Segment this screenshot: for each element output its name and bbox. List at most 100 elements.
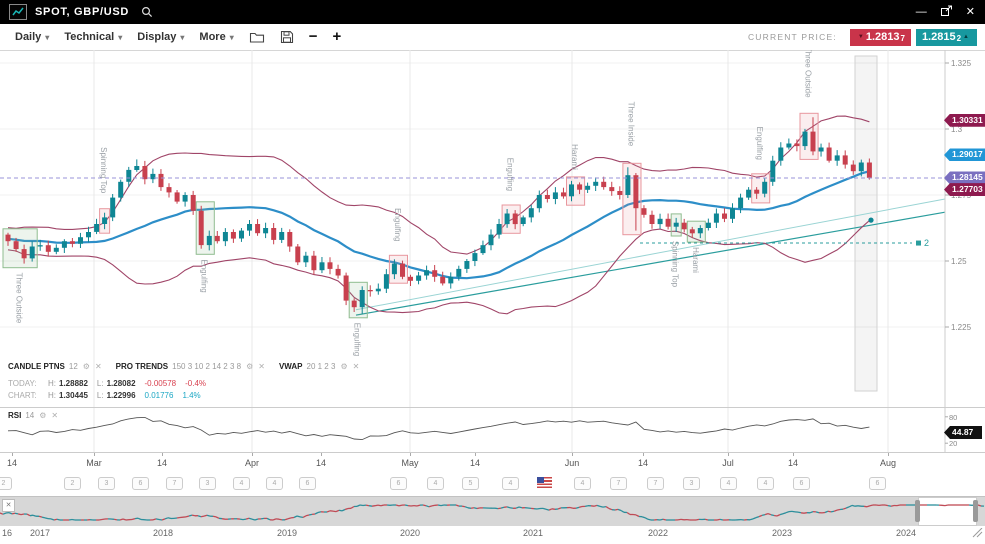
gear-icon[interactable]: ⚙ (82, 362, 90, 371)
candle-body (649, 214, 655, 224)
event-count-badge[interactable]: 3 (98, 477, 115, 490)
menu-display[interactable]: Display ▾ (137, 31, 185, 43)
title-bar: SPOT, GBP/USD — ✕ (0, 0, 985, 24)
pattern-label: Three Outside (803, 50, 812, 98)
calendar-event-row: 2 2 3 6 7 3 4 4 6 6 4 5 4 4 7 7 3 4 4 6 6 (0, 475, 985, 493)
close-icon[interactable]: ✕ (352, 362, 360, 371)
candle-body (850, 164, 856, 172)
candle-body (496, 224, 502, 235)
price-axis-badge: 1.29017 (944, 148, 985, 162)
event-count-badge[interactable]: 4 (574, 477, 591, 490)
candle-body (391, 263, 397, 275)
event-count-badge[interactable]: 2 (0, 477, 12, 490)
event-count-badge[interactable]: 2 (64, 477, 81, 490)
price-axis-badge: 1.28145 (944, 171, 985, 185)
price-chart-canvas[interactable]: 2 Three Outside Spinning Top Engulfing Engul… (0, 50, 985, 407)
ask-pin-icon: ▲ (963, 34, 969, 40)
timeline-left-handle[interactable] (915, 500, 920, 522)
close-icon[interactable]: ✕ (51, 411, 59, 420)
current-price-label: CURRENT PRICE: (747, 32, 837, 42)
today-change: -0.00578 (144, 379, 177, 388)
pattern-label: Engulfing (200, 259, 209, 292)
candle-body (520, 217, 526, 224)
rsi-value-badge: 44.87 (944, 426, 982, 439)
event-count-badge[interactable]: 6 (132, 477, 149, 490)
menu-daily[interactable]: Daily ▾ (15, 31, 50, 43)
candle-body (697, 228, 703, 234)
level-label: 2 (924, 238, 929, 248)
time-tick-label: Jun (564, 458, 580, 468)
candle-body (29, 246, 35, 259)
candle-body (730, 208, 735, 219)
rsi-tick-80: 80 (949, 413, 958, 422)
candle-body (230, 232, 236, 239)
event-count-badge[interactable]: 3 (683, 477, 700, 490)
year-label: 2024 (895, 528, 917, 538)
event-count-badge[interactable]: 6 (299, 477, 316, 490)
event-count-badge[interactable]: 5 (462, 477, 479, 490)
zoom-in-button[interactable]: + (332, 28, 342, 45)
time-tick-label: May (401, 458, 419, 468)
pattern-label: Spinning Top (99, 147, 108, 194)
candle-body (359, 290, 365, 308)
year-label: 2021 (522, 528, 544, 538)
event-count-badge[interactable]: 4 (502, 477, 519, 490)
candle-body (448, 276, 454, 284)
event-count-badge[interactable]: 7 (166, 477, 183, 490)
candle-body (432, 270, 438, 277)
search-icon[interactable] (141, 6, 153, 18)
gear-icon[interactable]: ⚙ (39, 411, 47, 420)
candle-body (472, 253, 478, 261)
timeline-close-icon[interactable]: ✕ (2, 499, 15, 512)
candle-body (818, 147, 824, 152)
close-icon[interactable]: ✕ (965, 6, 975, 18)
time-tick (12, 453, 13, 456)
year-label: 2020 (399, 528, 421, 538)
gear-icon[interactable]: ⚙ (340, 362, 348, 371)
minimize-icon[interactable]: — (915, 6, 927, 18)
menu-technical[interactable]: Technical ▾ (64, 31, 123, 43)
candle-body (408, 276, 413, 281)
event-count-badge[interactable]: 7 (647, 477, 664, 490)
candle-body (142, 166, 148, 180)
event-count-badge[interactable]: 4 (427, 477, 444, 490)
indicator-legend-row: CANDLE PTNS 12 ⚙ ✕ PRO TRENDS 150 3 10 2… (8, 362, 373, 371)
event-count-badge[interactable]: 4 (757, 477, 774, 490)
event-count-badge[interactable]: 6 (390, 477, 407, 490)
price-chart-panel: 2 Three Outside Spinning Top Engulfing Engul… (0, 50, 985, 407)
time-tick (162, 453, 163, 456)
gear-icon[interactable]: ⚙ (246, 362, 254, 371)
timeline-minimap[interactable]: ✕ (0, 496, 985, 526)
event-count-badge[interactable]: 3 (199, 477, 216, 490)
rsi-canvas[interactable] (0, 408, 985, 452)
menu-more[interactable]: More ▾ (199, 31, 234, 43)
window-controls: — ✕ (916, 5, 975, 19)
event-count-badge[interactable]: 4 (720, 477, 737, 490)
candle-body (351, 300, 357, 308)
zoom-out-button[interactable]: − (308, 28, 318, 45)
timeline-right-handle[interactable] (973, 500, 978, 522)
event-count-badge[interactable]: 6 (869, 477, 886, 490)
resize-grip-icon[interactable] (971, 525, 983, 543)
close-icon[interactable]: ✕ (94, 362, 102, 371)
time-tick-label: Jul (722, 458, 734, 468)
event-count-badge[interactable]: 7 (610, 477, 627, 490)
event-count-badge[interactable]: 4 (266, 477, 283, 490)
event-count-badge[interactable]: 6 (793, 477, 810, 490)
close-icon[interactable]: ✕ (258, 362, 265, 371)
us-flag-icon[interactable] (537, 477, 552, 488)
candle-body (247, 224, 252, 231)
save-icon[interactable] (280, 30, 294, 44)
candle-body (689, 229, 695, 234)
event-count-badge[interactable]: 4 (233, 477, 250, 490)
candle-body (794, 143, 800, 147)
candle-body (158, 173, 164, 188)
candle-body (738, 197, 744, 209)
popout-icon[interactable] (940, 5, 953, 19)
open-folder-icon[interactable] (249, 31, 265, 44)
price-tick-label: 1.325 (951, 59, 972, 68)
chart-high: 1.30445 (59, 391, 88, 400)
candle-body (665, 218, 671, 227)
candle-body (271, 228, 277, 240)
